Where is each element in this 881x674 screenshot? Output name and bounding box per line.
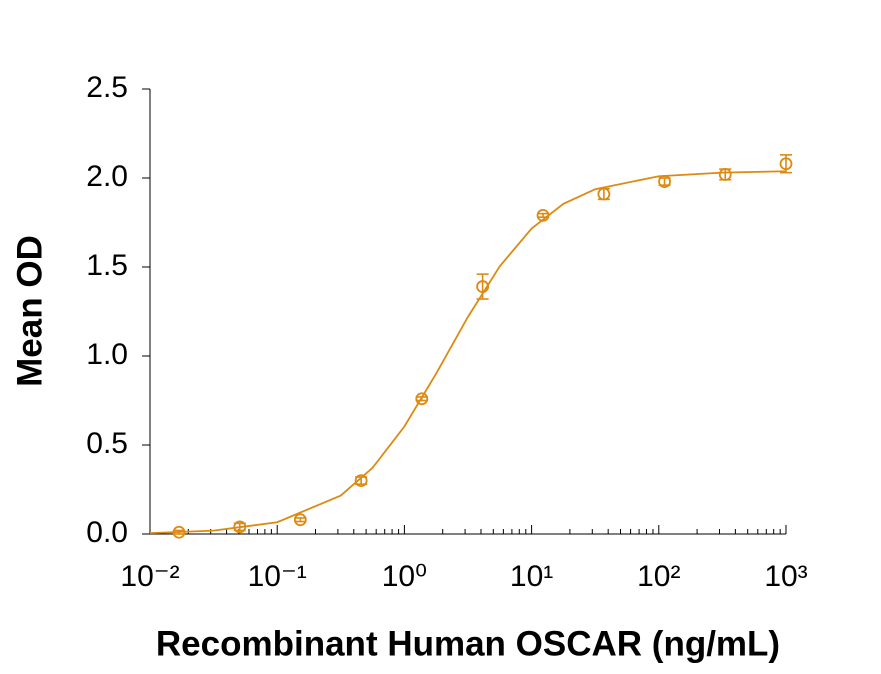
x-tick-label: 10³ (764, 560, 807, 593)
y-tick-label: 2.0 (86, 160, 128, 193)
data-point (415, 392, 429, 406)
data-point (597, 187, 611, 201)
data-point (779, 157, 793, 171)
y-tick-label: 1.0 (86, 338, 128, 371)
data-point (293, 513, 307, 527)
x-tick-label: 10¹ (510, 560, 553, 593)
y-tick-label: 0.5 (86, 427, 128, 460)
data-point (354, 474, 368, 488)
x-tick-label: 10⁻¹ (248, 560, 307, 593)
y-tick-label: 2.5 (86, 71, 128, 104)
data-point (718, 168, 732, 181)
fit-curve (149, 170, 787, 535)
error-bar (294, 517, 307, 523)
y-tick-label: 0.0 (86, 516, 128, 549)
x-tick-label: 10² (637, 560, 680, 593)
y-axis-title: Mean OD (10, 235, 49, 387)
y-tick-label: 1.5 (86, 249, 128, 282)
x-tick-label: 10⁻² (120, 560, 179, 593)
x-axis-title: Recombinant Human OSCAR (ng/mL) (156, 624, 780, 663)
x-tick-label: 10⁰ (382, 560, 427, 593)
